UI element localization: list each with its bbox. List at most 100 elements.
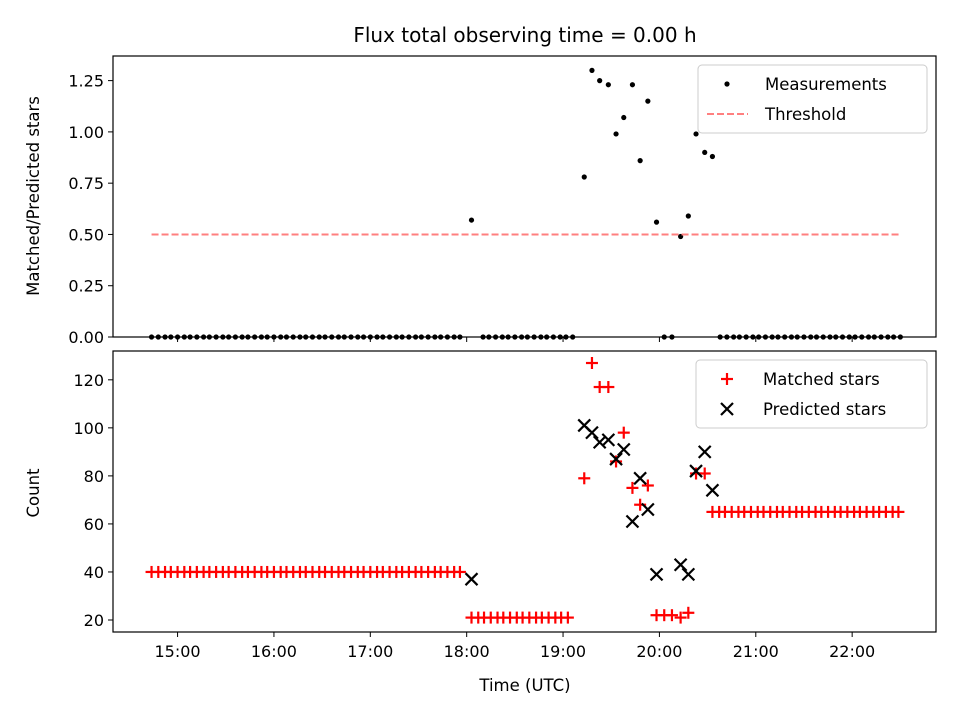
- measurement-point: [621, 114, 627, 121]
- bottom-x-tick-label: 18:00: [444, 642, 490, 661]
- bottom-x-tick-label: 17:00: [347, 642, 393, 661]
- bottom-panel: Count Time (UTC) 20 40 60 80 100 120 15:00 16:…: [24, 350, 937, 695]
- top-y-tick-label: 0.75: [68, 174, 104, 193]
- predicted-star-point: [464, 572, 479, 586]
- matched-star-point: [561, 611, 574, 624]
- bottom-x-ticks: 15:00 16:00 17:00 18:00 19:00 20:00 21:00 22:00: [155, 632, 875, 661]
- measurement-point: [685, 213, 691, 219]
- predicted-star-point: [649, 567, 664, 582]
- legend-measurements-marker: [724, 81, 730, 87]
- predicted-star-point: [625, 514, 640, 529]
- predicted-star-point-b: [633, 471, 647, 486]
- predicted-star-point: [585, 425, 599, 440]
- bottom-y-tick-label: 60: [84, 515, 104, 534]
- bottom-y-tick-label: 120: [73, 371, 104, 390]
- top-x-ticks: [177, 337, 853, 342]
- predicted-star-point: [705, 483, 720, 498]
- bottom-plot-area: [145, 357, 905, 624]
- top-y-tick-label: 1.00: [68, 123, 104, 142]
- bottom-y-tick-label: 20: [84, 611, 104, 630]
- predicted-star-point-b: [641, 502, 655, 517]
- legend-matched-marker: [721, 373, 733, 385]
- matched-star-point: [617, 426, 630, 439]
- measurement-point: [702, 149, 708, 156]
- predicted-star-point: [616, 442, 631, 457]
- measurement-point: [645, 98, 651, 104]
- predicted-star-point: [697, 445, 712, 459]
- predicted-star-point-b: [673, 557, 688, 572]
- predicted-star-point: [601, 433, 616, 447]
- predicted-star-point-b: [601, 433, 616, 447]
- predicted-star-point-b: [577, 418, 592, 433]
- predicted-star-point: [673, 557, 688, 572]
- predicted-star-point: [689, 464, 703, 478]
- bottom-legend: Matched stars Predicted stars: [695, 359, 928, 429]
- predicted-star-point-b: [464, 572, 479, 586]
- top-panel: Flux total observing time = 0.00 h Match…: [24, 23, 937, 347]
- top-y-ticks: 0.00 0.25 0.50 0.75 1.00 1.25: [68, 72, 113, 347]
- predicted-star-point-b: [592, 435, 607, 450]
- measurement-point: [597, 78, 603, 84]
- predicted-star-point-b: [689, 464, 703, 478]
- matched-star-point: [453, 565, 466, 578]
- matched-star-point: [665, 609, 678, 622]
- bottom-y-axis-label: Count: [24, 468, 43, 518]
- legend-matched-label: Matched stars: [763, 370, 880, 389]
- legend-predicted-label: Predicted stars: [763, 400, 886, 419]
- predicted-star-point-b: [649, 567, 664, 582]
- predicted-star-point: [633, 471, 647, 486]
- predicted-star-point-b: [697, 445, 712, 459]
- bottom-x-tick-label: 21:00: [733, 642, 779, 661]
- matched-star-point: [698, 467, 711, 480]
- predicted-star-point-b: [681, 567, 696, 582]
- measurement-point: [589, 67, 595, 73]
- bottom-x-tick-label: 19:00: [540, 642, 586, 661]
- chart-title: Flux total observing time = 0.00 h: [353, 23, 696, 47]
- matched-star-point: [674, 611, 687, 624]
- top-y-axis-label: Matched/Predicted stars: [24, 96, 43, 296]
- measurement-point: [605, 82, 611, 88]
- bottom-y-tick-label: 40: [84, 563, 104, 582]
- bottom-x-tick-label: 15:00: [155, 642, 201, 661]
- legend-measurements-label: Measurements: [765, 75, 887, 94]
- predicted-star-point: [609, 452, 623, 466]
- measurement-point: [709, 153, 716, 160]
- top-y-tick-label: 0.25: [68, 277, 104, 296]
- matched-star-point: [585, 357, 598, 370]
- predicted-star-point: [681, 567, 696, 582]
- predicted-star-point-b: [616, 442, 631, 457]
- legend-threshold-label: Threshold: [764, 105, 846, 124]
- matched-star-point: [892, 505, 905, 518]
- measurement-point: [637, 158, 643, 164]
- predicted-star-point-b: [705, 483, 720, 498]
- bottom-x-tick-label: 22:00: [829, 642, 875, 661]
- matched-star-point: [641, 479, 654, 492]
- bottom-x-tick-label: 16:00: [251, 642, 297, 661]
- top-legend: Measurements Threshold: [697, 64, 928, 134]
- bottom-legend-box: [695, 359, 928, 429]
- matched-star-point: [626, 481, 639, 494]
- bottom-y-tick-label: 80: [84, 467, 104, 486]
- top-axes-frame: [112, 55, 937, 338]
- predicted-star-point-b: [585, 425, 599, 440]
- measurement-point: [693, 131, 699, 137]
- predicted-star-point: [592, 435, 607, 450]
- predicted-star-point-b: [609, 452, 623, 466]
- matched-star-point: [578, 472, 591, 485]
- matched-star-point: [682, 606, 695, 619]
- predicted-star-point: [641, 502, 655, 517]
- measurement-point: [468, 217, 475, 223]
- top-legend-box: [697, 64, 928, 134]
- top-y-tick-label: 1.25: [68, 72, 104, 91]
- predicted-star-point-b: [625, 514, 640, 529]
- matched-star-point: [602, 381, 615, 394]
- legend-predicted-marker: [720, 402, 734, 416]
- measurement-point: [613, 131, 619, 137]
- bottom-x-axis-label: Time (UTC): [478, 676, 570, 695]
- bottom-y-ticks: 20 40 60 80 100 120: [73, 371, 113, 630]
- bottom-axes-frame: [112, 350, 937, 633]
- measurement-point: [629, 82, 636, 88]
- bottom-x-tick-label: 20:00: [636, 642, 682, 661]
- top-y-tick-label: 0.00: [68, 328, 104, 347]
